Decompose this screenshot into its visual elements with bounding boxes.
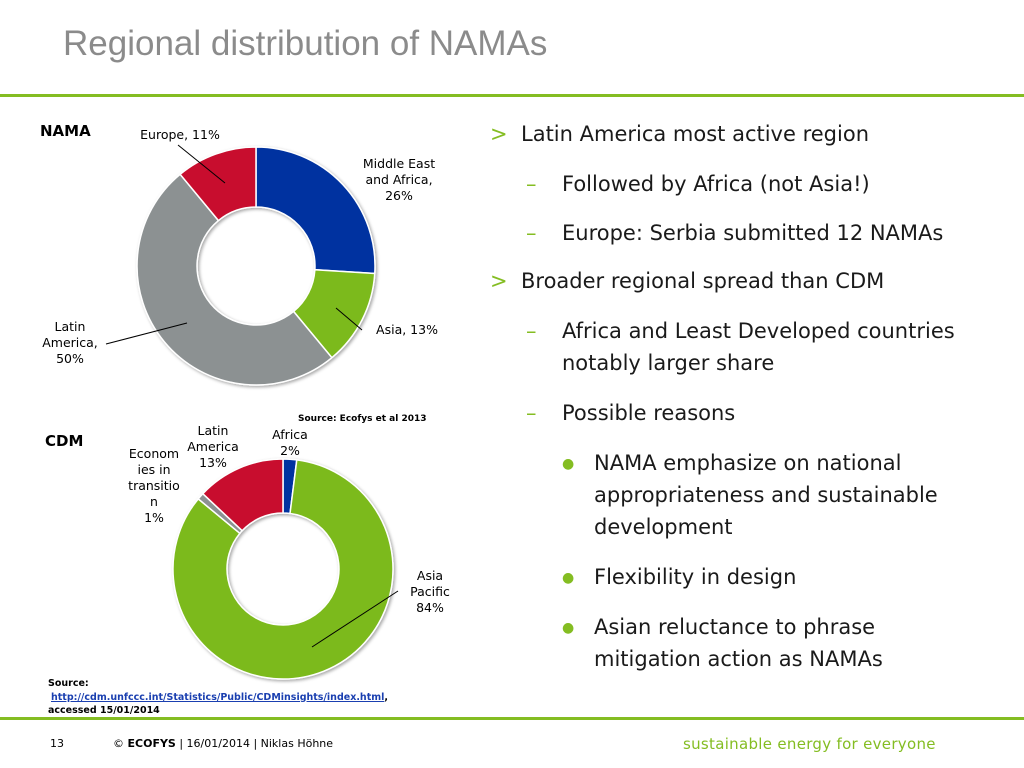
slide-title: Regional distribution of NAMAs: [63, 24, 548, 63]
slice-europe: [179, 146, 257, 222]
slice-label-latin-america: Latin America, 50%: [34, 319, 106, 367]
nama-source-note: Source: Ecofys et al 2013: [298, 414, 427, 424]
label-line: America,: [42, 335, 98, 350]
cdm-donut: [172, 458, 394, 680]
label-line: Middle East: [362, 156, 436, 171]
charts-canvas: [105, 144, 399, 680]
dot-icon: ●: [562, 456, 575, 472]
dash-icon: –: [526, 221, 537, 245]
bullet-text: Asian reluctance to phrase mitigation ac…: [594, 615, 883, 671]
leader-line-asia: [335, 307, 363, 331]
bullet-item: ● NAMA emphasize on national appropriate…: [490, 447, 1010, 545]
copyright-symbol: ©: [113, 737, 124, 750]
source-link-line: http://cdm.unfccc.int/Statistics/Public/…: [48, 691, 388, 705]
label-line: 13%: [199, 455, 227, 470]
bullet-text: Europe: Serbia submitted 12 NAMAs: [562, 221, 944, 245]
slice-label-latin-america-cdm: Latin America 13%: [180, 423, 246, 471]
bullet-text: Broader regional spread than CDM: [521, 269, 885, 293]
slice-label-africa: Africa 2%: [264, 427, 316, 459]
source-link[interactable]: http://cdm.unfccc.int/Statistics/Public/…: [51, 691, 385, 703]
leader-line-latin-america: [105, 322, 188, 345]
bullet-item: – Africa and Least Developed countries n…: [490, 315, 1010, 381]
slice-latin-america: [136, 173, 333, 386]
dot-icon: ●: [562, 620, 575, 636]
label-line: America: [187, 439, 239, 454]
nama-donut: [136, 146, 376, 386]
bullet-text: Possible reasons: [562, 401, 736, 425]
slice-middle-east-and-africa: [255, 146, 376, 275]
tagline: sustainable energy for everyone: [683, 735, 936, 753]
slice-label-europe: Europe, 11%: [128, 127, 232, 143]
title-divider: [0, 94, 1024, 97]
bullet-text: Flexibility in design: [594, 565, 797, 589]
slice-label-middle-east-africa: Middle East and Africa, 26%: [353, 156, 445, 204]
footer-date-author: | 16/01/2014 | Niklas Höhne: [179, 737, 334, 750]
bullet-text: NAMA emphasize on national appropriatene…: [594, 451, 938, 539]
nama-leader-lines: [105, 144, 363, 345]
label-line: and Africa,: [365, 172, 433, 187]
leader-line-europe: [177, 144, 226, 184]
cdm-chart-label: CDM: [45, 432, 84, 450]
slice-label-economies-in-transition: Econom ies in transitio n 1%: [118, 446, 190, 526]
label-line: ies in: [137, 462, 171, 477]
slice-asia-pacific: [172, 459, 394, 680]
label-line: 84%: [416, 600, 444, 615]
bullet-text: Africa and Least Developed countries not…: [562, 319, 955, 375]
chevron-right-icon: >: [490, 122, 508, 146]
bullet-item: ● Asian reluctance to phrase mitigation …: [490, 611, 1010, 677]
dash-icon: –: [526, 319, 537, 343]
label-line: transitio: [128, 478, 180, 493]
footer-divider: [0, 717, 1024, 720]
dot-icon: ●: [562, 570, 575, 586]
slice-label-asia: Asia, 13%: [364, 322, 450, 338]
chevron-right-icon: >: [490, 269, 508, 293]
bullet-text: Latin America most active region: [521, 122, 869, 146]
brand-name: ECOFYS: [127, 737, 176, 750]
nama-chart-label: NAMA: [40, 122, 91, 140]
slice-latin-america: [201, 458, 284, 532]
label-line: 50%: [56, 351, 84, 366]
label-line: Asia: [416, 568, 444, 583]
source-prefix: Source:: [48, 678, 89, 689]
label-line: 26%: [385, 188, 413, 203]
dash-icon: –: [526, 401, 537, 425]
page-number: 13: [50, 737, 64, 750]
label-line: Latin: [197, 423, 229, 438]
label-line: n: [150, 494, 158, 509]
label-line: Europe, 11%: [140, 127, 220, 142]
source-accessed: accessed 15/01/2014: [48, 705, 160, 716]
slice-label-asia-pacific: Asia Pacific 84%: [400, 568, 460, 616]
label-line: Latin: [54, 319, 86, 334]
label-line: Pacific: [410, 584, 450, 599]
label-line: Econom: [128, 446, 180, 461]
label-line: Asia, 13%: [376, 322, 438, 337]
cdm-leader-lines: [311, 590, 399, 648]
bullet-text: Followed by Africa (not Asia!): [562, 172, 870, 196]
label-line: 2%: [280, 443, 300, 458]
label-line: Africa: [272, 427, 308, 442]
dash-icon: –: [526, 172, 537, 196]
source-link-suffix: ,: [384, 691, 388, 703]
leader-line-asia-pacific: [311, 590, 399, 648]
footer-info: © ECOFYS | 16/01/2014 | Niklas Höhne: [113, 737, 333, 750]
label-line: 1%: [144, 510, 164, 525]
cdm-source-note: Source: http://cdm.unfccc.int/Statistics…: [48, 677, 388, 718]
